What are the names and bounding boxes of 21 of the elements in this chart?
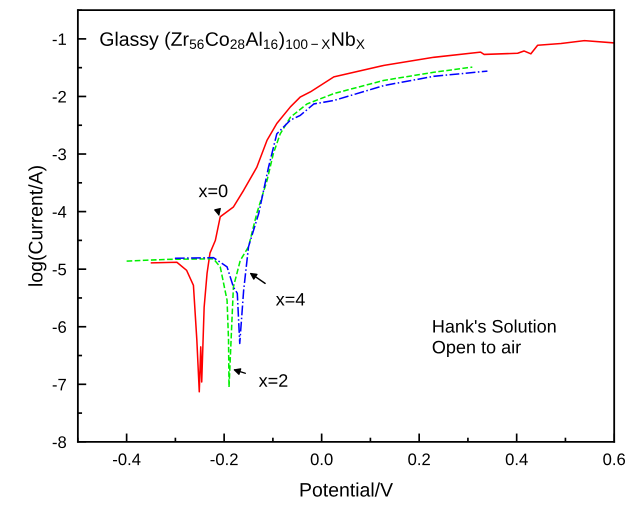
x-tick-label: 0.0 <box>310 453 333 466</box>
x-tick-label: -0.4 <box>113 453 140 466</box>
chart-title: Glassy (Zr$_{56}$Co$_{28}$Al$_{16}$)$_{100−X}$Nb$_{X}$ <box>100 32 365 50</box>
annotation: x=4 <box>276 293 305 306</box>
y-tick-label: -5 <box>52 264 66 276</box>
x-tick-label: 0.4 <box>506 453 528 466</box>
annotation: x=2 <box>258 374 288 387</box>
x-tick-label: 0.6 <box>603 453 626 466</box>
annotation: x=0 <box>198 184 228 198</box>
y-tick-label: -1 <box>52 33 66 45</box>
y-tick-label: -8 <box>52 436 66 448</box>
y-tick-label: -7 <box>52 378 66 390</box>
y-tick-label: -4 <box>52 206 66 218</box>
y-tick-label: -2 <box>52 90 66 102</box>
x-tick-label: 0.2 <box>408 453 430 466</box>
x-tick-label: -0.2 <box>210 453 238 466</box>
annotation: Hank's Solution Open to air <box>432 319 556 358</box>
y-tick-label: -3 <box>52 148 66 160</box>
y-axis-title: log(Current/A) <box>28 166 46 286</box>
y-tick-label: -6 <box>52 321 66 333</box>
x-axis-title: Potential/V <box>300 482 393 497</box>
